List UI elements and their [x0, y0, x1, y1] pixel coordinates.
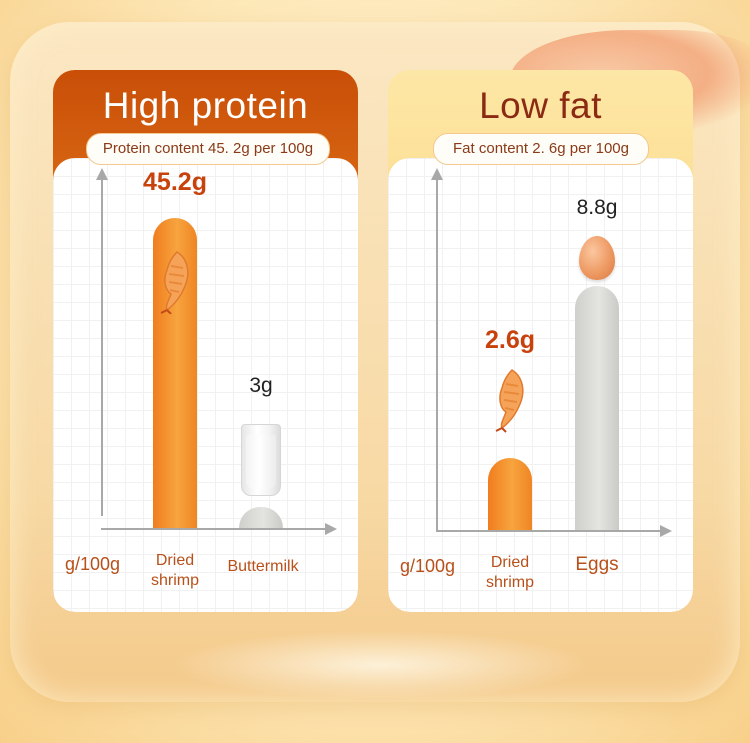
protein-category-buttermilk: Buttermilk: [227, 558, 299, 575]
fat-unit-label: g/100g: [400, 556, 456, 576]
protein-y-axis: [101, 178, 103, 516]
fat-value-eggs: 8.8g: [576, 196, 618, 219]
protein-x-axis: [101, 528, 326, 530]
cream-swirl: [170, 630, 590, 700]
fat-value-dried-shrimp: 2.6g: [484, 326, 536, 354]
fat-x-axis-arrow: [660, 525, 672, 537]
fat-y-axis-arrow: [431, 168, 443, 180]
fat-y-axis: [436, 178, 438, 530]
shrimp-icon: [495, 369, 524, 433]
fat-bar-dried-shrimp: [488, 457, 532, 530]
protein-panel: High protein Protein content 45. 2g per …: [53, 70, 358, 612]
protein-panel-title: High protein: [102, 85, 309, 126]
fat-panel: Low fat Fat content 2. 6g per 100g 2.6g …: [388, 70, 693, 612]
fat-category-eggs: Eggs: [575, 554, 619, 575]
protein-value-buttermilk: 3g: [249, 374, 273, 397]
fat-subtitle: Fat content 2. 6g per 100g: [433, 133, 649, 165]
protein-x-axis-arrow: [325, 523, 337, 535]
fat-chart-card: 2.6g 8.8g g/100g Dried shrimp Eggs: [388, 158, 693, 612]
fat-panel-title: Low fat: [479, 85, 602, 126]
fat-category-dried-shrimp: Dried shrimp: [485, 554, 534, 591]
shrimp-icon: [160, 251, 189, 314]
protein-category-dried-shrimp: Dried shrimp: [150, 552, 199, 589]
fat-x-axis: [436, 530, 661, 532]
protein-y-axis-arrow: [96, 168, 108, 180]
milk-glass-icon: [241, 424, 281, 496]
protein-bar-buttermilk: [239, 507, 283, 528]
fat-bar-eggs: [575, 286, 619, 530]
protein-unit-label: g/100g: [65, 554, 121, 574]
egg-icon: [579, 236, 615, 280]
protein-chart-card: 45.2g 3g g/100g Dried shrimp Buttermilk: [53, 158, 358, 612]
protein-value-dried-shrimp: 45.2g: [143, 168, 207, 196]
protein-subtitle: Protein content 45. 2g per 100g: [86, 133, 330, 165]
